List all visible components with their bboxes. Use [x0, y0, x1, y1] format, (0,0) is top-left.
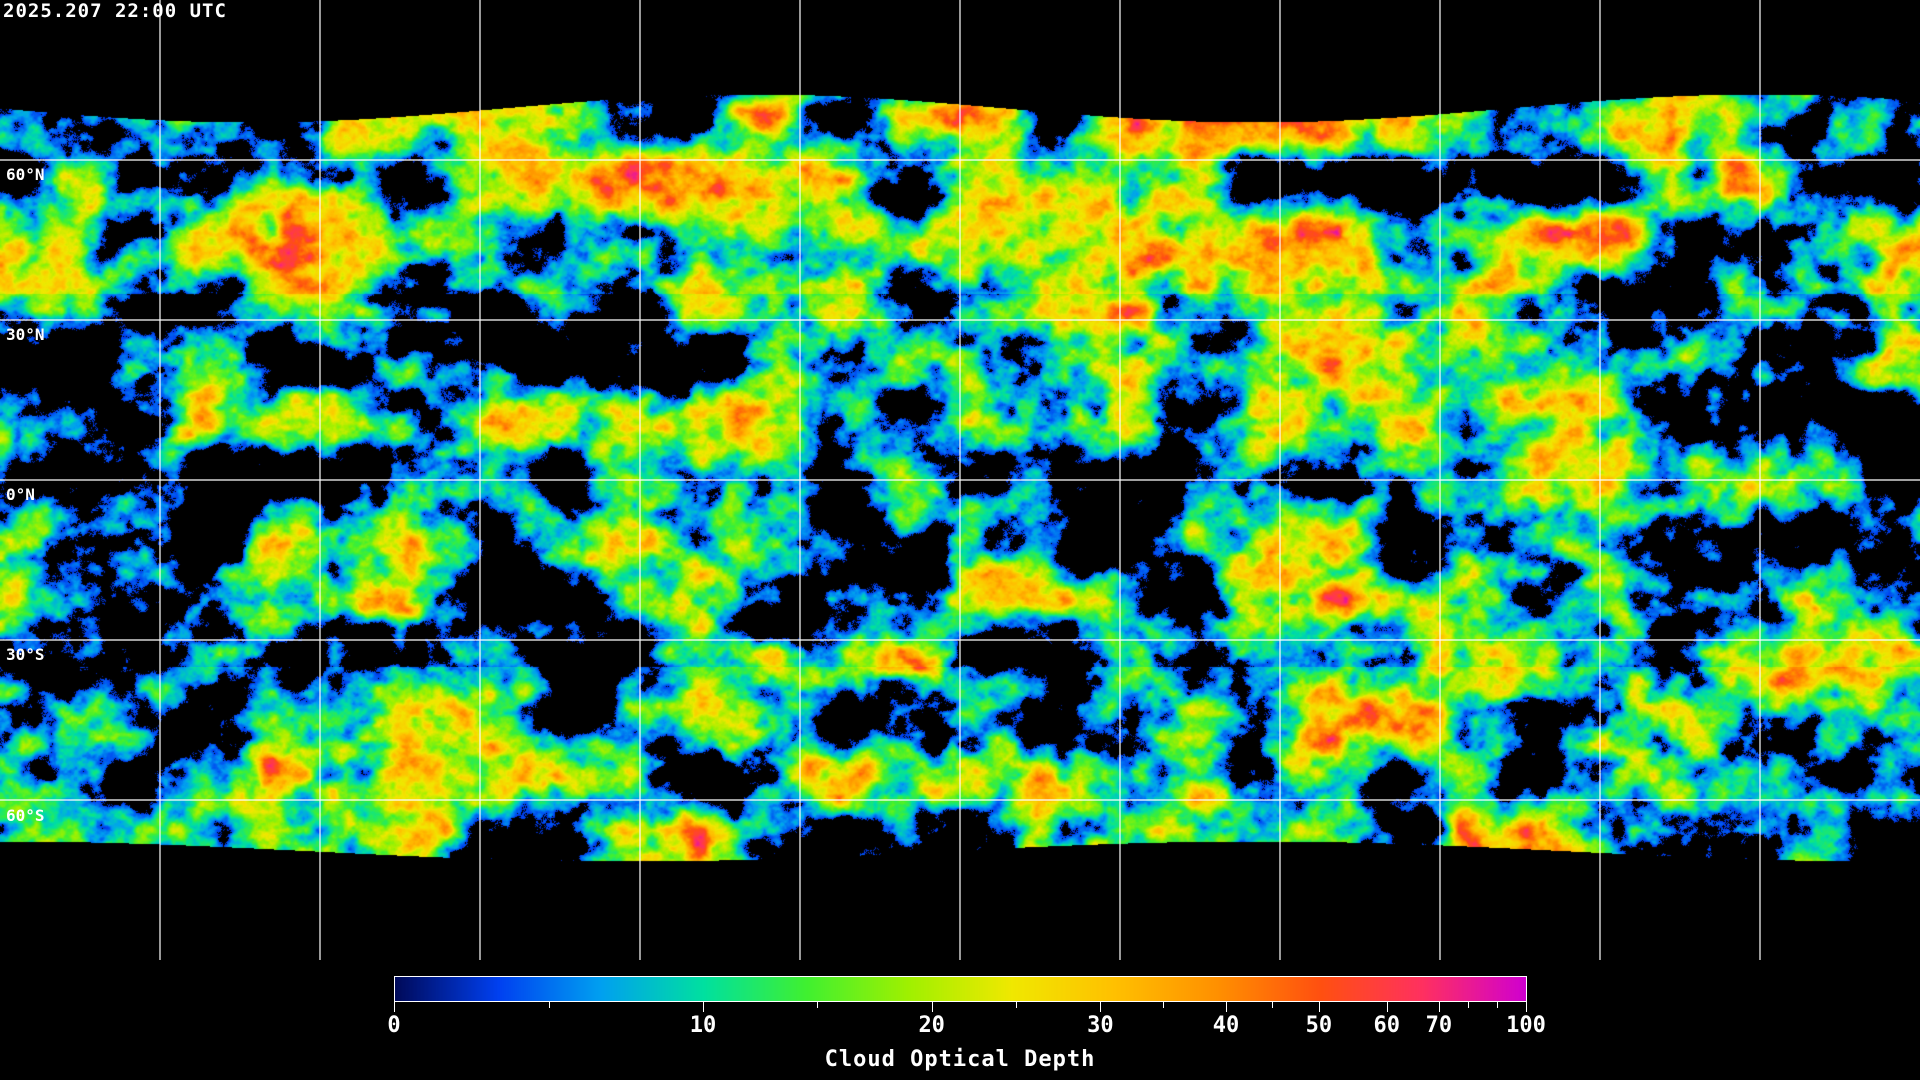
colorbar-major-tick — [1526, 1002, 1527, 1012]
colorbar-major-tick — [1386, 1002, 1388, 1012]
colorbar-major-tick — [1100, 1002, 1102, 1012]
colorbar-major-tick — [931, 1002, 933, 1012]
colorbar-tick-label: 20 — [918, 1013, 945, 1038]
colorbar-tick-label: 40 — [1212, 1013, 1240, 1038]
colorbar-tick-label: 0 — [387, 1013, 401, 1038]
lat-label-60s: 60°S — [6, 806, 45, 825]
colorbar-tick-label: 70 — [1425, 1013, 1453, 1038]
colorbar-minor-tick — [1467, 1002, 1469, 1008]
colorbar-minor-tick — [1016, 1002, 1018, 1008]
lat-label-0n: 0°N — [6, 485, 35, 504]
colorbar-minor-tick — [1163, 1002, 1165, 1008]
colorbar-tick-label: 60 — [1373, 1013, 1401, 1038]
colorbar-gradient — [395, 977, 1526, 1001]
colorbar — [394, 976, 1527, 1002]
colorbar-minor-tick — [1272, 1002, 1274, 1008]
colorbar-major-tick — [394, 1002, 395, 1012]
colorbar-tick-label: 100 — [1506, 1013, 1546, 1038]
colorbar-title: Cloud Optical Depth — [824, 1047, 1096, 1072]
cloud-optical-depth-map: 2025.207 22:00 UTC 60°N 30°N 0°N 30°S 60… — [0, 0, 1920, 960]
colorbar-tick-label: 50 — [1305, 1013, 1333, 1038]
colorbar-minor-tick — [548, 1002, 550, 1008]
graticule — [0, 0, 1920, 960]
lat-label-60n: 60°N — [6, 165, 45, 184]
colorbar-tick-label: 10 — [689, 1013, 717, 1038]
colorbar-tick-label: 30 — [1087, 1013, 1114, 1038]
colorbar-major-tick — [1318, 1002, 1320, 1012]
colorbar-minor-tick — [1496, 1002, 1498, 1008]
lat-label-30n: 30°N — [6, 325, 45, 344]
lat-label-30s: 30°S — [6, 645, 45, 664]
colorbar-major-tick — [703, 1002, 705, 1012]
colorbar-major-tick — [1226, 1002, 1228, 1012]
colorbar-major-tick — [1438, 1002, 1440, 1012]
colorbar-minor-tick — [817, 1002, 819, 1008]
timestamp: 2025.207 22:00 UTC — [3, 0, 227, 22]
